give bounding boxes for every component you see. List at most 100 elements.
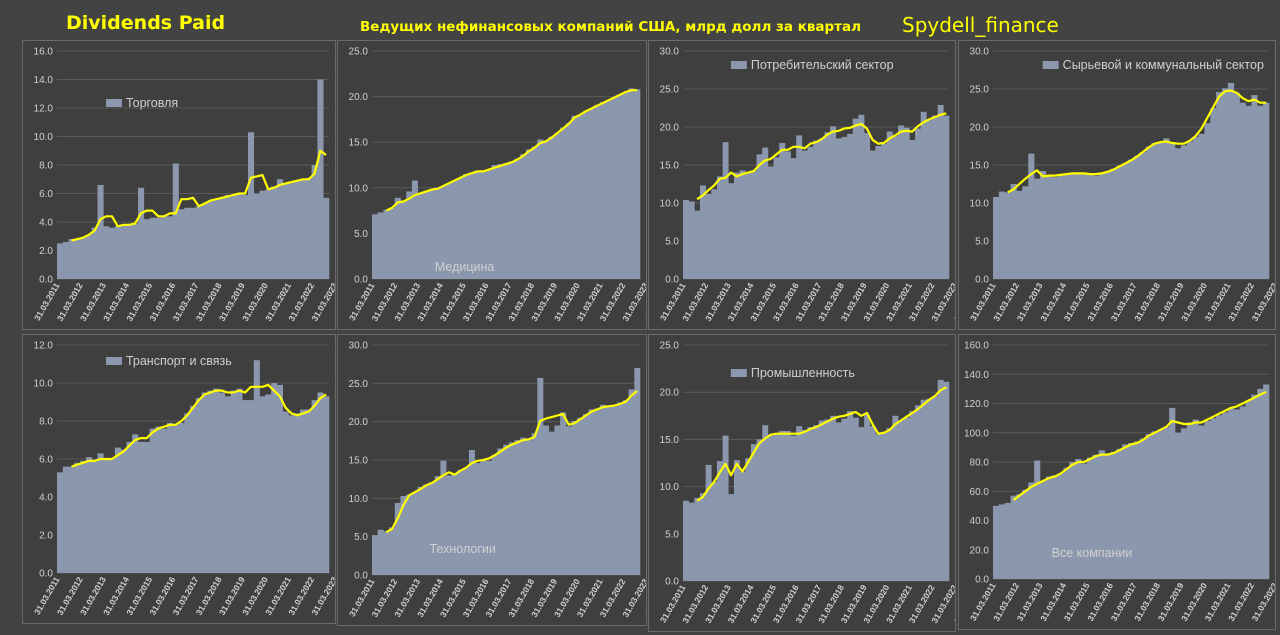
- bar: [1092, 175, 1100, 279]
- bar: [993, 196, 1000, 279]
- bar: [1198, 425, 1205, 579]
- bar: [1198, 133, 1205, 279]
- bar: [109, 227, 116, 279]
- trend-line: [71, 383, 327, 468]
- y-tick-label: 0.0: [39, 275, 53, 286]
- bar: [1239, 102, 1246, 280]
- bar: [943, 115, 950, 279]
- bar: [323, 197, 330, 279]
- bar: [1086, 457, 1094, 579]
- bar: [722, 435, 729, 581]
- bar: [864, 133, 871, 279]
- bar: [305, 409, 312, 573]
- bar: [406, 494, 413, 575]
- bar: [926, 398, 933, 581]
- bar: [628, 389, 635, 575]
- bar: [705, 464, 712, 581]
- bar: [745, 171, 752, 279]
- bar: [796, 426, 803, 581]
- y-tick-label: 120.0: [964, 399, 989, 410]
- legend-swatch: [409, 545, 426, 553]
- bar: [1075, 459, 1082, 579]
- bar: [389, 527, 396, 575]
- bar: [688, 502, 695, 581]
- bar: [588, 409, 595, 575]
- bar: [762, 425, 769, 581]
- bar: [835, 422, 842, 581]
- y-tick-label: 4.0: [39, 493, 53, 504]
- bar: [288, 182, 295, 279]
- bar: [120, 224, 127, 279]
- bar: [486, 460, 493, 575]
- bar: [434, 188, 441, 279]
- bar: [1151, 142, 1158, 279]
- bar: [1245, 105, 1252, 279]
- bar: [213, 388, 220, 573]
- bar: [824, 419, 831, 581]
- bar: [166, 422, 174, 573]
- bar: [288, 415, 295, 573]
- bar: [807, 427, 814, 581]
- y-tick-label: 6.0: [39, 189, 53, 200]
- bar: [1175, 148, 1182, 279]
- bar: [548, 136, 555, 279]
- bar: [915, 128, 922, 279]
- y-tick-label: 15.0: [660, 435, 680, 446]
- bar: [417, 193, 424, 279]
- bar: [1233, 92, 1240, 279]
- y-tick-label: 10.0: [34, 379, 54, 390]
- bar: [377, 529, 384, 575]
- bar: [909, 411, 916, 581]
- bar: [688, 201, 695, 279]
- bar: [1039, 481, 1047, 579]
- legend-swatch: [105, 357, 122, 365]
- bar: [756, 439, 763, 581]
- bar: [1222, 88, 1229, 279]
- bar: [543, 141, 550, 279]
- bar: [932, 395, 938, 581]
- bar: [491, 165, 498, 279]
- bar: [525, 440, 532, 575]
- chart-svg-transport-telecom: 0.02.04.06.08.010.012.031.03.201131.03.2…: [32, 341, 335, 617]
- chart-panel-technology: 0.0 5.0 10.0 15.0 20.0 25.0 30.0 31.03.2011 31.0…: [337, 334, 647, 626]
- y-tick-label: 5.0: [354, 229, 368, 240]
- bar: [554, 133, 561, 279]
- y-tick-label: 10.0: [660, 199, 680, 210]
- bar: [253, 193, 260, 279]
- bar: [1239, 406, 1246, 579]
- bar: [463, 467, 470, 575]
- y-tick-label: 30.0: [349, 341, 369, 352]
- trend-line: [385, 89, 638, 212]
- legend-swatch: [105, 99, 122, 107]
- bar: [1022, 186, 1029, 279]
- bar: [1034, 178, 1041, 279]
- bar: [1216, 415, 1223, 579]
- bar: [560, 127, 567, 279]
- bar: [773, 157, 780, 279]
- y-tick-label: 4.0: [39, 218, 53, 229]
- bar: [294, 413, 301, 573]
- bar: [317, 392, 324, 573]
- bar: [565, 123, 572, 279]
- bar: [486, 169, 493, 279]
- bar: [733, 172, 740, 279]
- bar: [457, 177, 464, 279]
- bar: [1251, 394, 1258, 579]
- bar: [172, 163, 179, 279]
- bar: [480, 171, 487, 279]
- y-tick-label: 20.0: [660, 388, 680, 399]
- chart-panel-all-companies: 0.0 20.0 40.0 60.0 80.0 100.0 120.0 140.0 160.0 3…: [958, 334, 1276, 630]
- trend-line: [71, 149, 327, 242]
- bar: [411, 492, 418, 575]
- bar: [767, 166, 774, 279]
- bar: [796, 135, 803, 279]
- bar: [1139, 152, 1146, 279]
- bar: [190, 405, 197, 573]
- legend-label: Торговля: [126, 96, 178, 110]
- bar: [869, 150, 876, 279]
- bar: [126, 224, 133, 279]
- legend-label: Транспорт и связь: [126, 354, 232, 368]
- bar: [514, 158, 521, 279]
- bar: [201, 203, 208, 279]
- bar: [600, 404, 607, 575]
